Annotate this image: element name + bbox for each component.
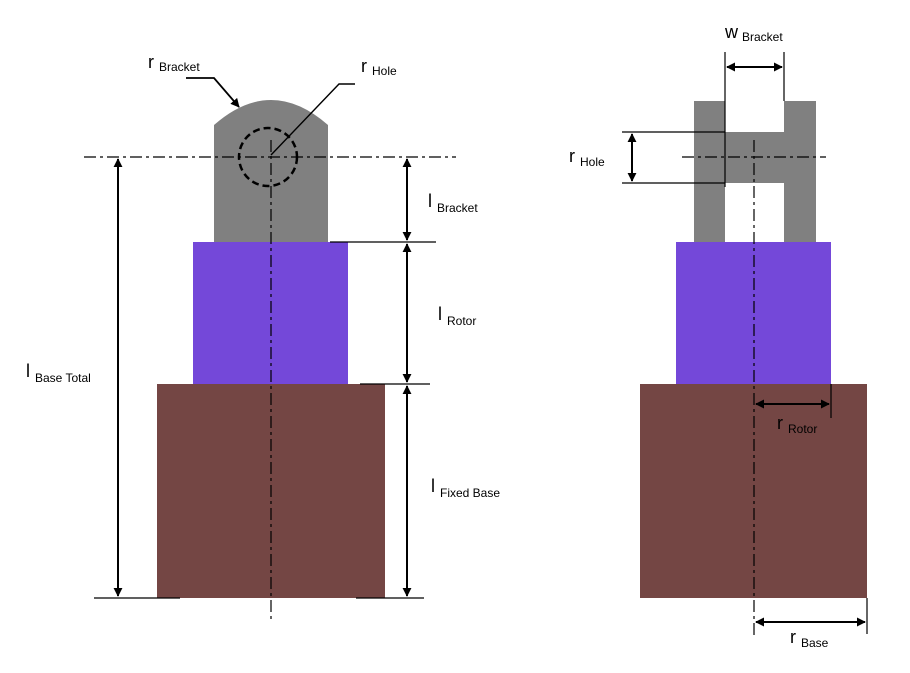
label-r-hole-side: r Hole — [569, 146, 605, 169]
leader-r-hole — [270, 83, 355, 156]
front-view: r Bracket r Hole l Bracket l Rotor l Base Tot… — [26, 52, 500, 622]
label-w-bracket: w Bracket — [724, 22, 783, 44]
side-bracket-left-arm — [694, 101, 725, 242]
label-r-base: r Base — [790, 627, 829, 650]
side-view: w Bracket r Hole r Rotor r Base — [569, 22, 868, 650]
label-l-fixed-base: l Fixed Base — [431, 476, 500, 500]
label-r-rotor: r Rotor — [777, 413, 817, 436]
label-r-bracket: r Bracket — [148, 52, 200, 74]
label-l-bracket: l Bracket — [428, 191, 478, 215]
label-r-hole-front: r Hole — [361, 56, 397, 78]
label-l-base-total: l Base Total — [26, 361, 91, 385]
side-bracket-right-arm — [784, 101, 816, 242]
leader-r-bracket — [186, 77, 240, 108]
label-l-rotor: l Rotor — [438, 304, 476, 328]
